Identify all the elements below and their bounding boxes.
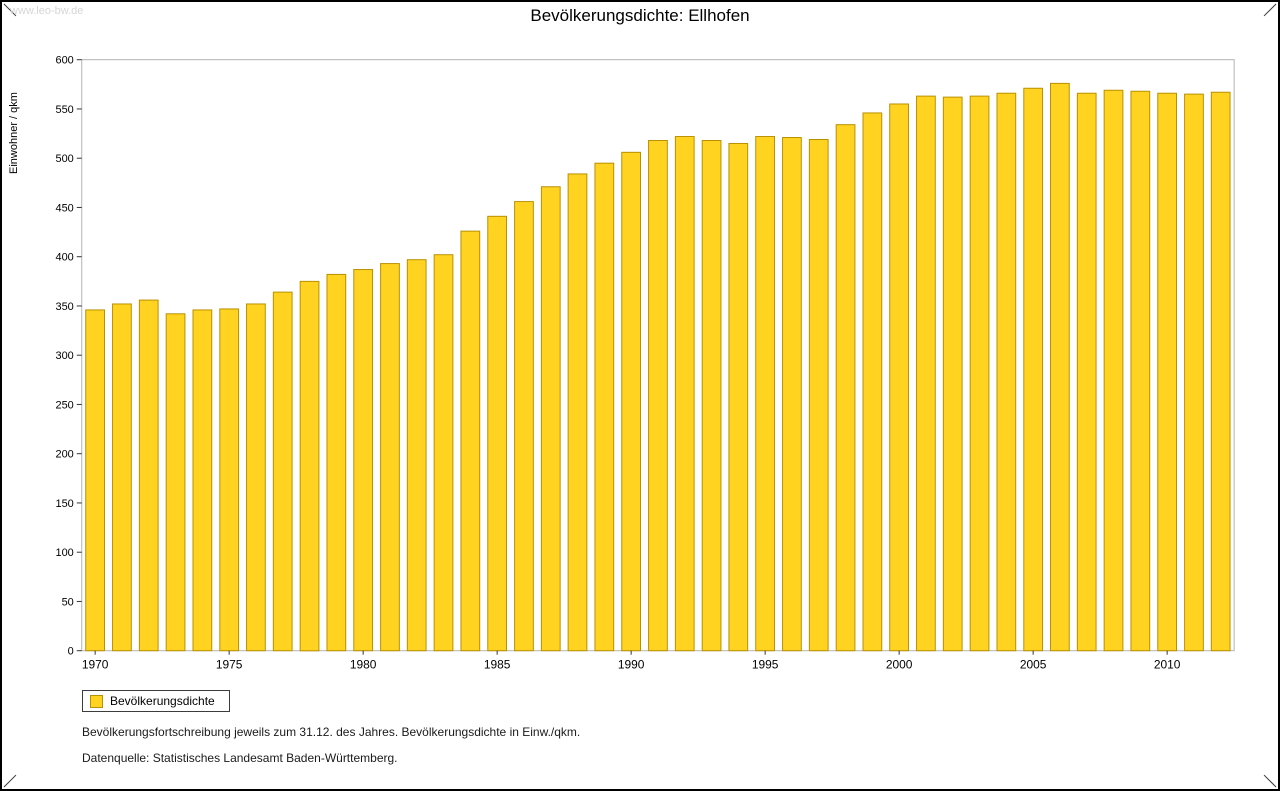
legend-swatch <box>90 694 103 708</box>
bar-1992 <box>674 136 695 652</box>
x-tick-label: 1995 <box>752 658 779 672</box>
legend-box: Bevölkerungsdichte <box>82 690 230 712</box>
y-tick-label: 600 <box>56 55 74 67</box>
y-tick-label: 550 <box>56 104 74 116</box>
bar-1986 <box>514 201 534 652</box>
y-tick-label: 350 <box>56 301 74 313</box>
y-tick-label: 300 <box>56 350 74 362</box>
bar-1979 <box>326 273 347 652</box>
y-tick-label: 0 <box>68 646 74 658</box>
bar-1978 <box>299 280 320 652</box>
footnote-line1: Bevölkerungsfortschreibung jeweils zum 3… <box>82 725 581 739</box>
y-axis-label: Einwohner / qkm <box>8 92 20 174</box>
bar-1975 <box>219 308 240 652</box>
bar-1973 <box>165 313 186 652</box>
y-tick-label: 450 <box>56 202 74 214</box>
bar-1982 <box>406 259 427 652</box>
y-tick-label: 200 <box>56 449 74 461</box>
bar-1974 <box>192 309 213 652</box>
x-tick-label: 1970 <box>82 658 109 672</box>
bar-2006 <box>1050 82 1070 652</box>
bar-1995 <box>755 136 775 652</box>
bar-2009 <box>1130 90 1151 652</box>
watermark: www.leo-bw.de <box>10 5 84 17</box>
bar-1980 <box>353 269 374 652</box>
y-tick-label: 250 <box>56 399 74 411</box>
x-tick-label: 1985 <box>484 658 511 672</box>
bar-2000 <box>889 103 909 652</box>
x-tick-label: 2000 <box>886 658 913 672</box>
bar-1993 <box>701 139 722 652</box>
bar-2011 <box>1184 93 1204 652</box>
bar-1983 <box>433 254 454 652</box>
footnote-line2: Datenquelle: Statistisches Landesamt Bad… <box>82 751 398 765</box>
bar-1985 <box>487 215 508 652</box>
chart-title: Bevölkerungsdichte: Ellhofen <box>530 6 750 25</box>
bar-2007 <box>1076 92 1097 652</box>
bar-1987 <box>540 186 561 652</box>
bar-1970 <box>85 309 105 652</box>
bar-1990 <box>621 151 641 652</box>
y-tick-label: 500 <box>56 153 74 165</box>
bar-1984 <box>460 230 481 652</box>
x-tick-label: 2005 <box>1020 658 1047 672</box>
y-tick-label: 50 <box>62 596 74 608</box>
y-tick-label: 150 <box>56 498 74 510</box>
bar-1998 <box>835 124 856 652</box>
bar-2001 <box>916 95 936 652</box>
x-tick-label: 2010 <box>1154 658 1181 672</box>
bar-1996 <box>782 137 802 652</box>
bar-1997 <box>808 139 829 652</box>
bar-1972 <box>138 299 159 652</box>
bar-1977 <box>272 291 293 652</box>
bar-2004 <box>996 92 1017 652</box>
bar-1989 <box>594 162 615 652</box>
bar-2010 <box>1157 92 1178 652</box>
bar-2005 <box>1023 87 1044 652</box>
bar-2012 <box>1210 91 1231 652</box>
y-tick-label: 400 <box>56 252 74 264</box>
y-tick-label: 100 <box>56 547 74 559</box>
bar-1994 <box>728 142 749 652</box>
bar-1976 <box>246 303 266 652</box>
bar-1988 <box>567 173 588 652</box>
bar-2002 <box>942 96 963 652</box>
bar-1981 <box>380 263 400 652</box>
bar-2008 <box>1103 89 1124 652</box>
legend-label: Bevölkerungsdichte <box>110 694 215 708</box>
bar-1999 <box>862 112 883 652</box>
x-tick-label: 1980 <box>350 658 377 672</box>
bar-1991 <box>648 139 668 652</box>
x-tick-label: 1990 <box>618 658 645 672</box>
bar-2003 <box>969 95 990 652</box>
bar-1971 <box>112 303 132 652</box>
x-tick-label: 1975 <box>216 658 243 672</box>
